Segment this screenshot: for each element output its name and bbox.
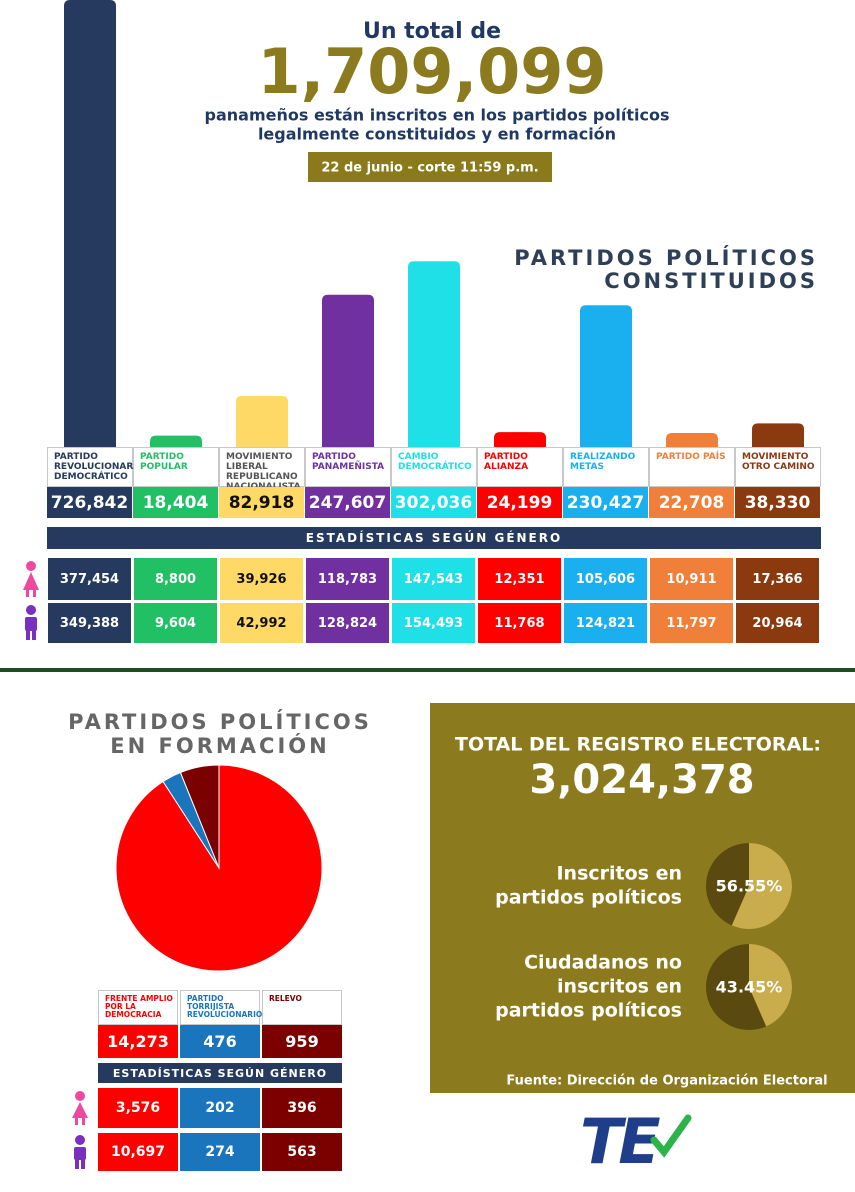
party-total: 82,918 xyxy=(219,487,305,518)
women-count: 105,606 xyxy=(564,558,647,600)
intro: Un total de xyxy=(363,19,501,44)
party-name: PARTIDO PANAMEÑISTA xyxy=(305,447,391,487)
date-box xyxy=(308,152,552,182)
party-total: 18,404 xyxy=(133,487,219,518)
registry-item-label: partidos políticos xyxy=(495,1000,682,1022)
men-count: 11,797 xyxy=(650,603,733,643)
bar xyxy=(666,433,718,447)
women-count: 39,926 xyxy=(220,558,303,600)
women-count: 3,576 xyxy=(98,1088,178,1128)
pie-title: PARTIDOS POLÍTICOS xyxy=(68,709,372,734)
grand-total: 1,709,099 xyxy=(257,35,606,108)
date: 22 de junio - corte 11:59 p.m. xyxy=(321,161,538,176)
men-count: 10,697 xyxy=(98,1133,178,1171)
donut-share xyxy=(731,843,792,929)
bar xyxy=(150,435,202,447)
male-icon xyxy=(25,605,37,640)
party-total: 14,273 xyxy=(98,1025,178,1058)
party-name: MOVIMIENTO OTRO CAMINO xyxy=(735,447,821,487)
donut-label: 56.55% xyxy=(716,877,783,896)
women-count: 118,783 xyxy=(306,558,389,600)
men-count: 20,964 xyxy=(736,603,819,643)
party-total: 24,199 xyxy=(477,487,563,518)
women-count: 17,366 xyxy=(736,558,819,600)
bar-title: PARTIDOS POLÍTICOS xyxy=(514,245,818,270)
logo-check xyxy=(650,1114,692,1158)
donut-share xyxy=(749,943,792,1027)
pie-slice xyxy=(179,764,220,869)
men-count: 154,493 xyxy=(392,603,475,643)
subtitle-line: legalmente constituidos y en formación xyxy=(258,125,616,144)
party-name: PARTIDO TORRIJISTA REVOLUCIONARIO xyxy=(180,990,262,1025)
party-name: CAMBIO DEMOCRÁTICO xyxy=(391,447,477,487)
women-count: 202 xyxy=(180,1088,260,1128)
bar xyxy=(580,305,632,447)
party-name: FRENTE AMPLIO POR LA DEMOCRACIA xyxy=(98,990,178,1025)
gender-banner: ESTADÍSTICAS SEGÚN GÉNERO xyxy=(98,1063,342,1083)
bar-title: CONSTITUIDOS xyxy=(604,269,818,293)
bar xyxy=(752,423,804,447)
party-name: PARTIDO ALIANZA xyxy=(477,447,563,487)
party-total: 726,842 xyxy=(47,487,133,518)
men-count: 563 xyxy=(262,1133,342,1171)
party-name: PARTIDO REVOLUCIONARIO DEMOCRÁTICO xyxy=(47,447,144,487)
registry-item-label: partidos políticos xyxy=(495,887,682,909)
party-total: 230,427 xyxy=(563,487,649,518)
men-count: 124,821 xyxy=(564,603,647,643)
party-name: PARTIDO PAÍS xyxy=(649,447,735,487)
female-icon xyxy=(23,561,39,597)
gender-banner: ESTADÍSTICAS SEGÚN GÉNERO xyxy=(47,527,821,549)
bar xyxy=(322,294,374,447)
registry-title: TOTAL DEL REGISTRO ELECTORAL: xyxy=(455,734,821,756)
registry-item-label: Ciudadanos no xyxy=(524,952,682,974)
party-total: 22,708 xyxy=(649,487,735,518)
party-total: 476 xyxy=(180,1025,260,1058)
party-name: REALIZANDO METAS xyxy=(563,447,649,487)
men-count: 349,388 xyxy=(48,603,131,643)
male-icon xyxy=(74,1135,86,1169)
party-total: 959 xyxy=(262,1025,342,1058)
men-count: 128,824 xyxy=(306,603,389,643)
pie-slice xyxy=(115,764,323,972)
men-count: 42,992 xyxy=(220,603,303,643)
registry-item-label: inscritos en xyxy=(557,976,682,998)
women-count: 10,911 xyxy=(650,558,733,600)
registry-total: 3,024,378 xyxy=(529,757,754,803)
men-count: 9,604 xyxy=(134,603,217,643)
party-name: MOVIMIENTO LIBERAL REPUBLICANO NACIONALI… xyxy=(219,447,305,492)
party-name: RELEVO xyxy=(262,990,342,1025)
party-total: 247,607 xyxy=(305,487,391,518)
party-name: PARTIDO POPULAR xyxy=(133,447,219,487)
party-total: 302,036 xyxy=(391,487,477,518)
women-count: 8,800 xyxy=(134,558,217,600)
women-count: 396 xyxy=(262,1088,342,1128)
subtitle-line: panameños están inscritos en los partido… xyxy=(205,106,670,125)
bar xyxy=(64,0,116,447)
bar xyxy=(408,261,460,447)
men-count: 11,768 xyxy=(478,603,561,643)
women-count: 12,351 xyxy=(478,558,561,600)
pie-title: EN FORMACIÓN xyxy=(110,733,329,758)
donut-label: 43.45% xyxy=(716,978,783,997)
source: Fuente: Dirección de Organización Electo… xyxy=(506,1074,827,1089)
women-count: 147,543 xyxy=(392,558,475,600)
men-count: 274 xyxy=(180,1133,260,1171)
registry-item-label: Inscritos en xyxy=(556,863,682,885)
bar xyxy=(494,432,546,447)
bar xyxy=(236,396,288,447)
women-count: 377,454 xyxy=(48,558,131,600)
logo: TE xyxy=(580,1105,660,1178)
party-total: 38,330 xyxy=(735,487,821,518)
female-icon xyxy=(72,1091,88,1125)
